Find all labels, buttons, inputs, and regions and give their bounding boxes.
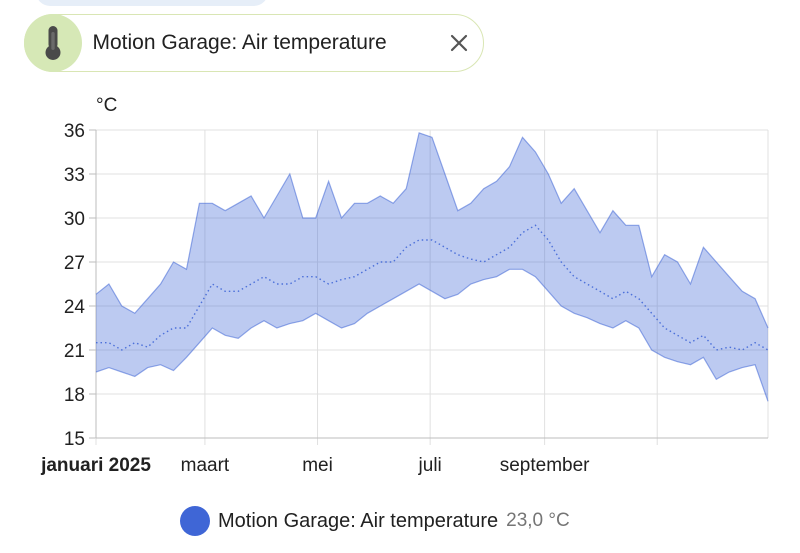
y-tick-label: 36 [64, 121, 85, 142]
entity-chip-icon-circle [23, 14, 82, 72]
y-axis-unit: °C [96, 95, 118, 116]
x-tick-label: januari 2025 [40, 455, 151, 476]
entity-chip[interactable]: Motion Garage: Air temperature [23, 14, 484, 72]
legend-current-value: 23,0 °C [506, 510, 570, 531]
entity-chip-label: Motion Garage: Air temperature [92, 31, 387, 54]
x-tick-label: juli [418, 455, 442, 476]
min-max-band [96, 132, 768, 402]
y-tick-label: 18 [64, 385, 85, 406]
grid [89, 129, 769, 445]
x-tick-label: mei [302, 455, 333, 476]
max-line [95, 132, 769, 329]
x-tick-label: september [500, 455, 590, 476]
y-tick-label: 15 [64, 429, 85, 450]
y-tick-label: 21 [64, 341, 85, 362]
thermometer-icon [45, 26, 60, 60]
average-line [96, 224, 769, 351]
legend-color-dot [180, 506, 210, 536]
series-band [95, 132, 769, 402]
x-tick-label: maart [181, 455, 230, 476]
legend-item[interactable]: Motion Garage: Air temperature 23,0 °C [180, 506, 570, 536]
y-tick-label: 30 [64, 209, 85, 230]
min-line [95, 268, 769, 402]
y-tick-label: 27 [64, 253, 85, 274]
y-tick-label: 24 [64, 297, 86, 318]
close-icon[interactable] [447, 31, 471, 55]
legend-series-name: Motion Garage: Air temperature [218, 509, 499, 532]
previous-chip-edge [36, 0, 268, 6]
y-tick-label: 33 [64, 165, 85, 186]
axis-labels: 15 18 21 24 27 30 33 36 januari 2025 maart mei juli… [40, 121, 590, 476]
temperature-history-chart[interactable]: 15 18 21 24 27 30 33 36 januari 2025 maart mei juli… [0, 110, 800, 480]
